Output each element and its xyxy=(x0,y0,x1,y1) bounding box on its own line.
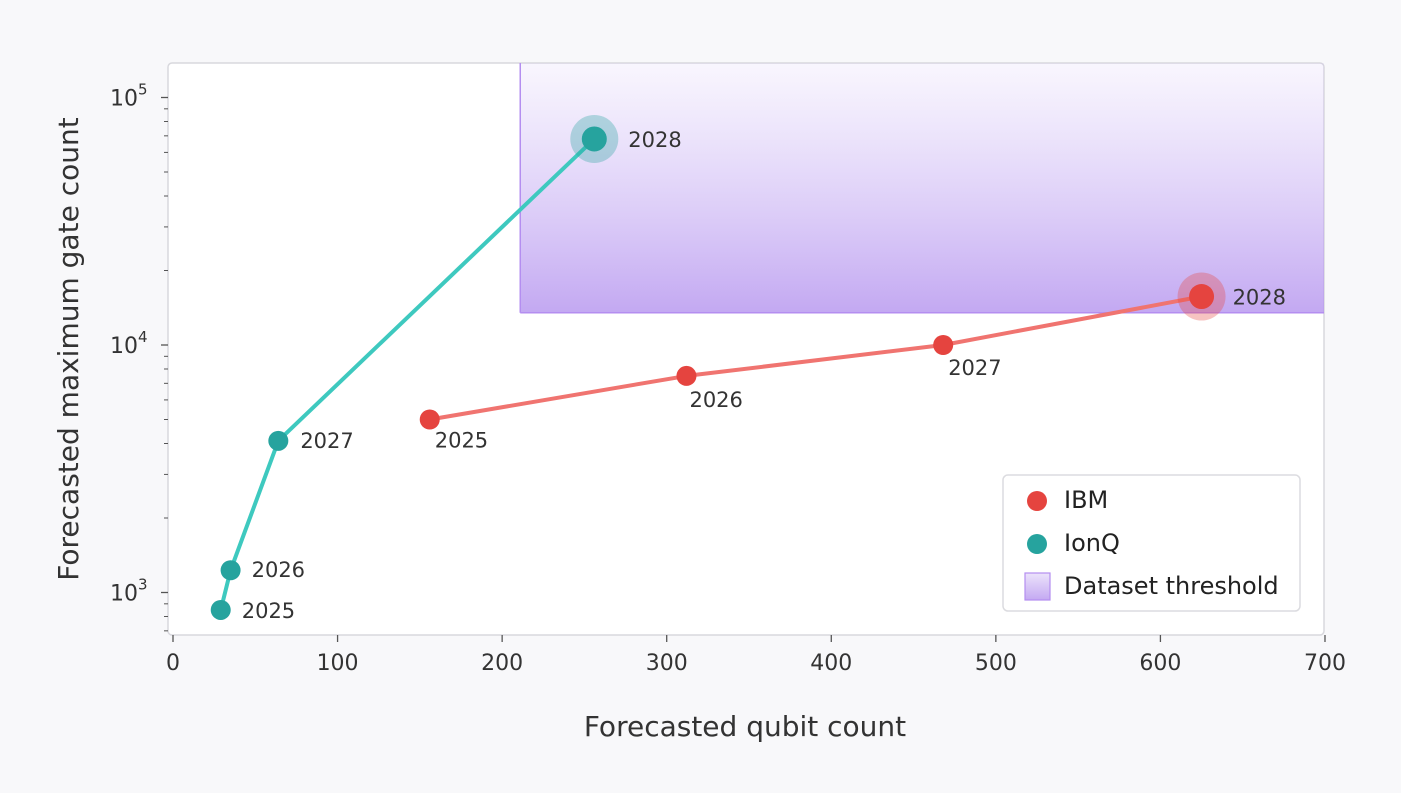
point-label: 2026 xyxy=(252,558,305,582)
data-point xyxy=(676,365,697,386)
series-ibm: 2025 2026 2027 2028 xyxy=(419,272,1286,453)
x-tick-label: 100 xyxy=(317,651,359,676)
legend: IBM IonQ Dataset threshold xyxy=(1002,474,1301,612)
point-label: 2026 xyxy=(689,388,742,412)
x-tick-label: 300 xyxy=(646,651,688,676)
legend-box xyxy=(1002,474,1301,612)
x-tick-label: 0 xyxy=(166,651,180,676)
point-label: 2025 xyxy=(242,599,295,623)
legend-marker-threshold xyxy=(1024,572,1051,601)
series-ionq: 2025 2026 2027 2028 xyxy=(210,114,682,623)
series-layer: 2025 2026 2027 2028 2025 2026 2027 2028 xyxy=(210,114,1286,623)
point-label: 2027 xyxy=(948,356,1001,380)
y-axis-title: Forecasted maximum gate count xyxy=(52,117,85,580)
data-point xyxy=(268,430,289,451)
point-label: 2027 xyxy=(300,429,353,453)
legend-label-threshold: Dataset threshold xyxy=(1064,572,1279,600)
y-tick-label: 103 xyxy=(110,576,148,607)
data-point xyxy=(220,560,241,581)
x-tick-label: 500 xyxy=(975,651,1017,676)
data-point xyxy=(1189,284,1215,310)
data-point xyxy=(210,599,231,620)
legend-label-ibm: IBM xyxy=(1064,486,1108,514)
y-axis: 103 104 105 xyxy=(110,81,168,632)
y-tick-label: 104 xyxy=(110,328,148,359)
series-line-ibm xyxy=(427,294,1204,422)
data-point xyxy=(419,409,440,430)
legend-marker-ionq xyxy=(1027,534,1047,554)
dataset-threshold-region xyxy=(520,63,1324,313)
x-tick-label: 400 xyxy=(810,651,852,676)
point-label: 2028 xyxy=(1233,286,1286,310)
y-tick-label: 105 xyxy=(110,81,148,112)
x-axis-title: Forecasted qubit count xyxy=(584,710,906,743)
point-label: 2025 xyxy=(435,429,488,453)
x-tick-label: 600 xyxy=(1139,651,1181,676)
data-point xyxy=(933,335,954,355)
x-tick-label: 200 xyxy=(481,651,523,676)
x-axis: 0 100 200 300 400 500 600 700 xyxy=(166,635,1346,676)
x-tick-label: 700 xyxy=(1304,651,1346,676)
point-label: 2028 xyxy=(628,128,681,152)
data-point xyxy=(581,126,607,152)
legend-label-ionq: IonQ xyxy=(1064,529,1120,557)
series-line-ionq xyxy=(218,136,597,612)
legend-marker-ibm xyxy=(1027,491,1047,511)
